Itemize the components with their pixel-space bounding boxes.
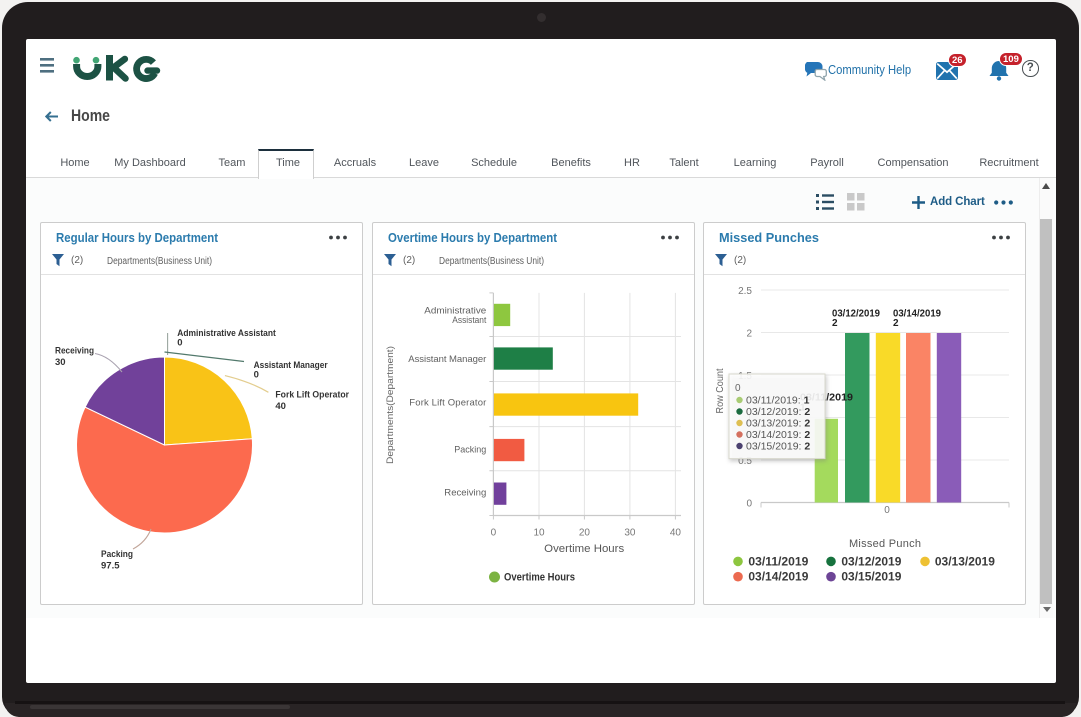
- svg-text:10: 10: [533, 528, 545, 539]
- svg-text:40: 40: [275, 401, 286, 412]
- svg-text:0: 0: [735, 383, 741, 394]
- svg-text:Assistant Manager: Assistant Manager: [408, 354, 486, 365]
- svg-text:0: 0: [884, 505, 890, 516]
- svg-text:03/12/2019: 03/12/2019: [841, 556, 901, 568]
- svg-text:2: 2: [832, 318, 838, 329]
- svg-text:2.5: 2.5: [738, 286, 752, 297]
- svg-text:Assistant: Assistant: [452, 315, 486, 326]
- svg-text:0: 0: [491, 528, 497, 539]
- svg-text:Overtime Hours: Overtime Hours: [544, 543, 625, 555]
- svg-text:Assistant Manager: Assistant Manager: [254, 360, 328, 371]
- svg-text:03/11/2019: 1: 03/11/2019: 1: [746, 395, 810, 407]
- svg-text:0: 0: [177, 338, 182, 349]
- svg-text:03/14/2019: 03/14/2019: [893, 309, 941, 320]
- svg-text:03/15/2019: 03/15/2019: [841, 572, 901, 584]
- svg-text:03/13/2019: 03/13/2019: [935, 556, 995, 568]
- svg-text:03/13/2019: 2: 03/13/2019: 2: [746, 418, 810, 430]
- svg-text:03/11/2019: 03/11/2019: [748, 556, 808, 568]
- svg-text:Fork Lift Operator: Fork Lift Operator: [275, 389, 349, 400]
- svg-text:Departments(Department): Departments(Department): [385, 346, 396, 464]
- svg-text:Missed Punch: Missed Punch: [849, 538, 921, 550]
- svg-text:Row Count: Row Count: [715, 368, 726, 413]
- svg-text:20: 20: [579, 528, 591, 539]
- svg-text:Packing: Packing: [101, 549, 133, 560]
- svg-text:0: 0: [254, 370, 259, 381]
- svg-text:97.5: 97.5: [101, 561, 120, 572]
- svg-text:Fork Lift Operator: Fork Lift Operator: [409, 398, 486, 409]
- svg-text:Administrative Assistant: Administrative Assistant: [177, 328, 276, 339]
- svg-text:Receiving: Receiving: [444, 488, 486, 499]
- svg-text:03/15/2019: 2: 03/15/2019: 2: [746, 441, 810, 453]
- svg-text:03/14/2019: 03/14/2019: [748, 572, 808, 584]
- svg-text:2: 2: [893, 318, 899, 329]
- svg-text:30: 30: [624, 528, 636, 539]
- svg-text:30: 30: [55, 357, 66, 368]
- svg-text:03/11/2019: 03/11/2019: [800, 393, 853, 404]
- svg-text:Receiving: Receiving: [55, 346, 94, 357]
- svg-text:03/12/2019: 03/12/2019: [832, 309, 880, 320]
- svg-text:03/14/2019: 2: 03/14/2019: 2: [746, 429, 810, 441]
- svg-text:2: 2: [746, 328, 752, 339]
- svg-text:0: 0: [746, 498, 752, 509]
- svg-text:03/12/2019: 2: 03/12/2019: 2: [746, 406, 810, 418]
- svg-text:40: 40: [670, 528, 682, 539]
- svg-text:Packing: Packing: [454, 445, 486, 456]
- svg-text:Overtime Hours: Overtime Hours: [504, 572, 575, 584]
- svg-text:0.5: 0.5: [738, 456, 752, 467]
- svg-text:Administrative: Administrative: [424, 306, 486, 317]
